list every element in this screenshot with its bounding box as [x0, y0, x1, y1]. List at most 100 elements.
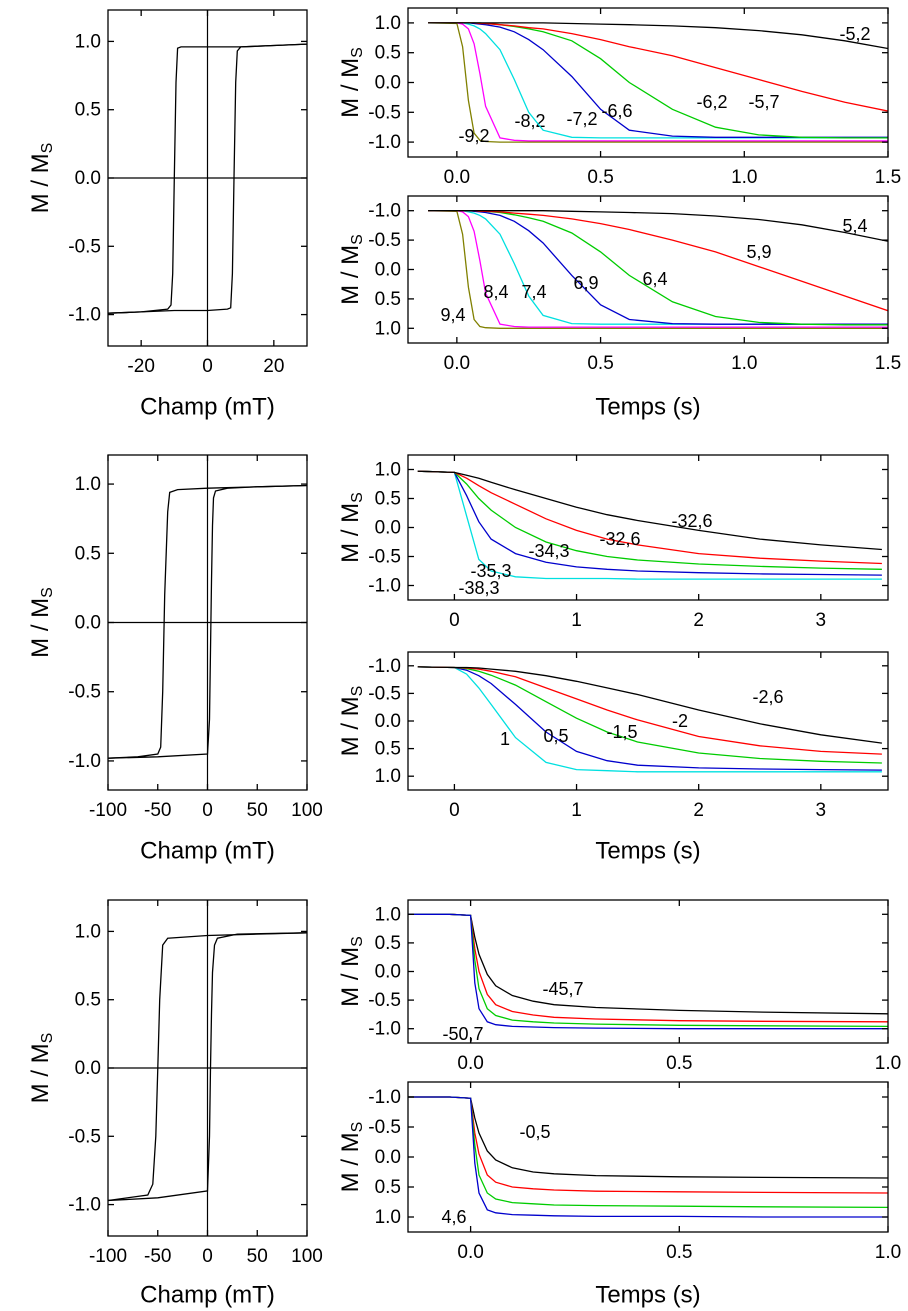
x-tick-label: 0.0 — [444, 353, 470, 374]
panel: 1.0 0.5 0.0 -0.5 -1.0 -100 -50 0 50 100 Champ (mT)… — [27, 899, 323, 1308]
y-tick-label: 0.0 — [75, 1058, 101, 1079]
y-axis-label-main: M / M — [337, 696, 364, 756]
y-axis-label-main: M / M — [337, 58, 364, 118]
curve-label: 9,4 — [440, 305, 465, 325]
y-axis-label-main: M / M — [337, 947, 364, 1007]
y-axis-label: M / MS — [27, 1033, 56, 1104]
y-tick-label: 1.0 — [375, 904, 401, 925]
y-axis-label-sub: S — [39, 587, 56, 598]
panel: -0,5 4,6 -1.0 -0.5 0.0 0.5 1.0 0.0 0.5 1.0 Temps (… — [337, 1081, 901, 1308]
series-line — [428, 210, 888, 329]
x-tick-label: 1.0 — [731, 167, 757, 188]
curve-label: 5,9 — [746, 242, 771, 262]
x-tick-label: 20 — [263, 356, 284, 377]
y-tick-label: -1.0 — [368, 656, 401, 677]
series-line — [428, 22, 888, 143]
y-tick-label: -1.0 — [368, 132, 401, 153]
y-tick-label: -1.0 — [368, 576, 401, 597]
x-tick-label: 1 — [571, 800, 582, 821]
curve-label: -35,3 — [470, 561, 511, 581]
x-axis-label: Champ (mT) — [140, 1281, 275, 1308]
x-tick-label: 0.5 — [587, 353, 613, 374]
panel: -45,7 -50,7 1.0 0.5 0.0 -0.5 -1.0 0.0 0.5 1.0 M / … — [337, 899, 901, 1074]
y-tick-label: -0.5 — [368, 547, 401, 568]
series-line — [417, 666, 882, 771]
y-tick-label: -1.0 — [368, 1019, 401, 1040]
x-tick-label: 0 — [202, 356, 213, 377]
y-axis-label-main: M / M — [337, 245, 364, 305]
y-axis-label-main: M / M — [27, 153, 54, 213]
panel: 9,4 8,4 7,4 6,9 6,4 5,9 5,4 -1.0 -0.5 0.0 0.5 1.0 0.… — [337, 195, 901, 420]
y-tick-label: -1.0 — [368, 201, 401, 222]
curve-label: -8,2 — [514, 111, 545, 131]
y-tick-label: 1.0 — [75, 31, 101, 52]
curve-label: -32,6 — [671, 511, 712, 531]
x-tick-label: 0.5 — [666, 1053, 692, 1074]
y-axis-label: M / MS — [337, 686, 366, 757]
y-axis-label: M / MS — [27, 143, 56, 214]
curve-label: 6,9 — [573, 273, 598, 293]
x-tick-label: 0.0 — [457, 1242, 483, 1263]
x-tick-label: 100 — [291, 800, 323, 821]
y-tick-label: -0.5 — [368, 683, 401, 704]
curve-label: -6,6 — [601, 101, 632, 121]
x-tick-label: 2 — [693, 610, 704, 631]
series-line — [428, 210, 888, 328]
series-line — [428, 22, 888, 50]
x-tick-label: -20 — [127, 356, 154, 377]
series-line — [108, 932, 307, 1202]
series-line — [428, 22, 888, 139]
y-axis-label-main: M / M — [337, 1132, 364, 1192]
y-tick-label: 0.0 — [375, 711, 401, 732]
x-tick-label: 0 — [202, 800, 213, 821]
series-line — [408, 1096, 888, 1218]
series-line — [108, 43, 307, 314]
y-tick-label: 1.0 — [375, 318, 401, 339]
x-tick-label: 0 — [202, 1246, 213, 1267]
y-tick-label: 0.5 — [375, 933, 401, 954]
curve-label: -34,3 — [528, 541, 569, 561]
series-line — [417, 470, 882, 576]
y-tick-label: 0.0 — [375, 1147, 401, 1168]
x-tick-label: 1.0 — [875, 1053, 901, 1074]
y-tick-label: 0.5 — [375, 43, 401, 64]
x-axis-label: Champ (mT) — [140, 393, 275, 420]
series-line — [428, 22, 888, 142]
y-axis-label-sub: S — [39, 1033, 56, 1044]
series-line — [417, 470, 882, 570]
y-axis-label-sub: S — [349, 686, 366, 697]
x-axis-label: Champ (mT) — [140, 837, 275, 864]
series-line — [417, 666, 882, 744]
y-tick-label: 0.0 — [75, 168, 101, 189]
series-line — [417, 666, 882, 755]
curve-label: -50,7 — [442, 1024, 483, 1044]
y-tick-label: -0.5 — [368, 230, 401, 251]
y-axis-label-main: M / M — [27, 1043, 54, 1103]
y-tick-label: 0.5 — [75, 543, 101, 564]
series-line — [108, 932, 307, 1202]
y-tick-label: 1.0 — [375, 13, 401, 34]
series-line — [428, 210, 888, 242]
panel: 1 0,5 -1,5 -2 -2,6 -1.0 -0.5 0.0 0.5 1.0 0 1 2 3 Temps… — [337, 651, 889, 864]
series-line — [408, 913, 888, 1030]
curve-label: -2,6 — [752, 687, 783, 707]
x-tick-label: 3 — [816, 610, 827, 631]
y-tick-label: -0.5 — [368, 1117, 401, 1138]
y-tick-label: -1.0 — [68, 751, 101, 772]
x-tick-label: -50 — [144, 800, 171, 821]
y-tick-label: 1.0 — [375, 460, 401, 481]
series-line — [408, 913, 888, 1023]
y-tick-label: -0.5 — [68, 682, 101, 703]
series-line — [417, 470, 882, 565]
y-tick-label: 0.0 — [375, 962, 401, 983]
series-line — [408, 1096, 888, 1209]
panel: 1.0 0.5 0.0 -0.5 -1.0 -100 -50 0 50 100 Champ (mT)… — [27, 454, 323, 864]
curve-label: 8,4 — [483, 282, 508, 302]
series-line — [417, 470, 882, 551]
curve-label: 0,5 — [543, 726, 568, 746]
y-axis-label: M / MS — [337, 234, 366, 305]
y-axis-label: M / MS — [337, 47, 366, 118]
panel: 1.0 0.5 0.0 -0.5 -1.0 -20 0 20 Champ (mT) M / MS — [27, 9, 308, 420]
curve-label: -7,2 — [566, 109, 597, 129]
